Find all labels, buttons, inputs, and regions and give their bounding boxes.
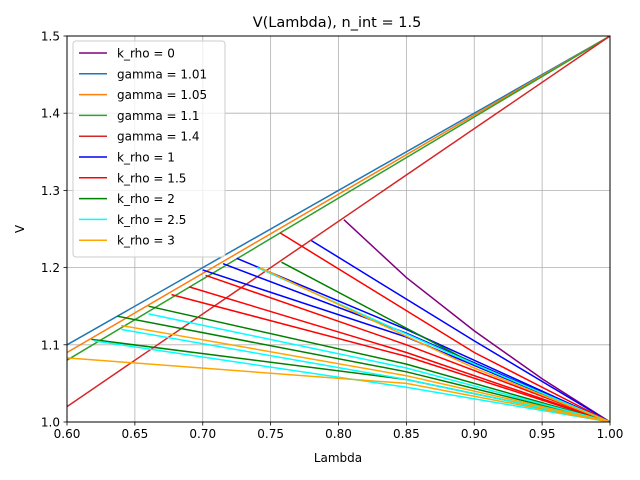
x-axis-label: Lambda [314, 451, 362, 465]
chart-title: V(Lambda), n_int = 1.5 [253, 15, 422, 31]
y-tick-label: 1.2 [41, 261, 60, 275]
series-line-9-1 [121, 324, 611, 423]
x-tick-label: 0.90 [461, 427, 488, 441]
legend: k_rho = 0 gamma = 1.01 gamma = 1.05 gamma =… [72, 40, 226, 258]
x-tick-label: 0.70 [189, 427, 216, 441]
series-line-5-1 [236, 257, 611, 423]
y-axis-label: V [13, 224, 27, 233]
legend-entry: gamma = 1.05 [117, 88, 207, 102]
legend-entry: k_rho = 0 [117, 47, 175, 61]
series-line-8-3 [94, 340, 611, 423]
y-tick-label: 1.0 [41, 416, 60, 430]
y-tick-label: 1.1 [41, 338, 60, 352]
series-line-6-0 [279, 232, 611, 423]
legend-entry: gamma = 1.4 [117, 130, 199, 144]
legend-entry: k_rho = 2.5 [117, 213, 186, 227]
series-line-7-2 [117, 315, 611, 423]
legend-box [72, 40, 226, 258]
x-tick-label: 0.60 [54, 427, 81, 441]
series-line-1-0 [66, 35, 611, 346]
x-tick-label: 0.80 [325, 427, 352, 441]
x-tick-label: 1.00 [597, 427, 624, 441]
series-line-2-0 [66, 35, 611, 354]
axis-ticks: 0.60 0.65 0.70 0.75 0.80 0.85 0.90 0.95 1.00 1.0 1… [41, 30, 623, 442]
series-line-6-2 [188, 286, 611, 423]
series-line-9-0 [259, 266, 611, 423]
legend-entry: k_rho = 2 [117, 192, 175, 206]
series-line-4-0 [66, 35, 611, 408]
series-line-6-3 [171, 293, 611, 423]
series-line-9-2 [66, 357, 611, 423]
x-tick-label: 0.65 [122, 427, 149, 441]
series-line-8-1 [148, 313, 611, 423]
legend-entry: k_rho = 1.5 [117, 171, 186, 185]
series-line-6-1 [205, 274, 611, 423]
x-tick-label: 0.85 [393, 427, 420, 441]
y-tick-label: 1.5 [41, 30, 60, 44]
legend-entry: gamma = 1.01 [117, 67, 207, 81]
plot-lines [66, 35, 611, 423]
series-line-3-0 [66, 35, 611, 361]
legend-entry: k_rho = 1 [117, 151, 175, 165]
y-tick-label: 1.3 [41, 184, 60, 198]
legend-entry: k_rho = 3 [117, 234, 175, 248]
x-tick-label: 0.95 [529, 427, 556, 441]
y-tick-label: 1.4 [41, 107, 60, 121]
series-line-8-2 [121, 328, 611, 423]
series-line-7-1 [148, 305, 611, 423]
x-tick-label: 0.75 [257, 427, 284, 441]
legend-entry: gamma = 1.1 [117, 109, 199, 123]
series-line-0-0 [343, 219, 611, 423]
series-line-5-0 [311, 239, 611, 423]
